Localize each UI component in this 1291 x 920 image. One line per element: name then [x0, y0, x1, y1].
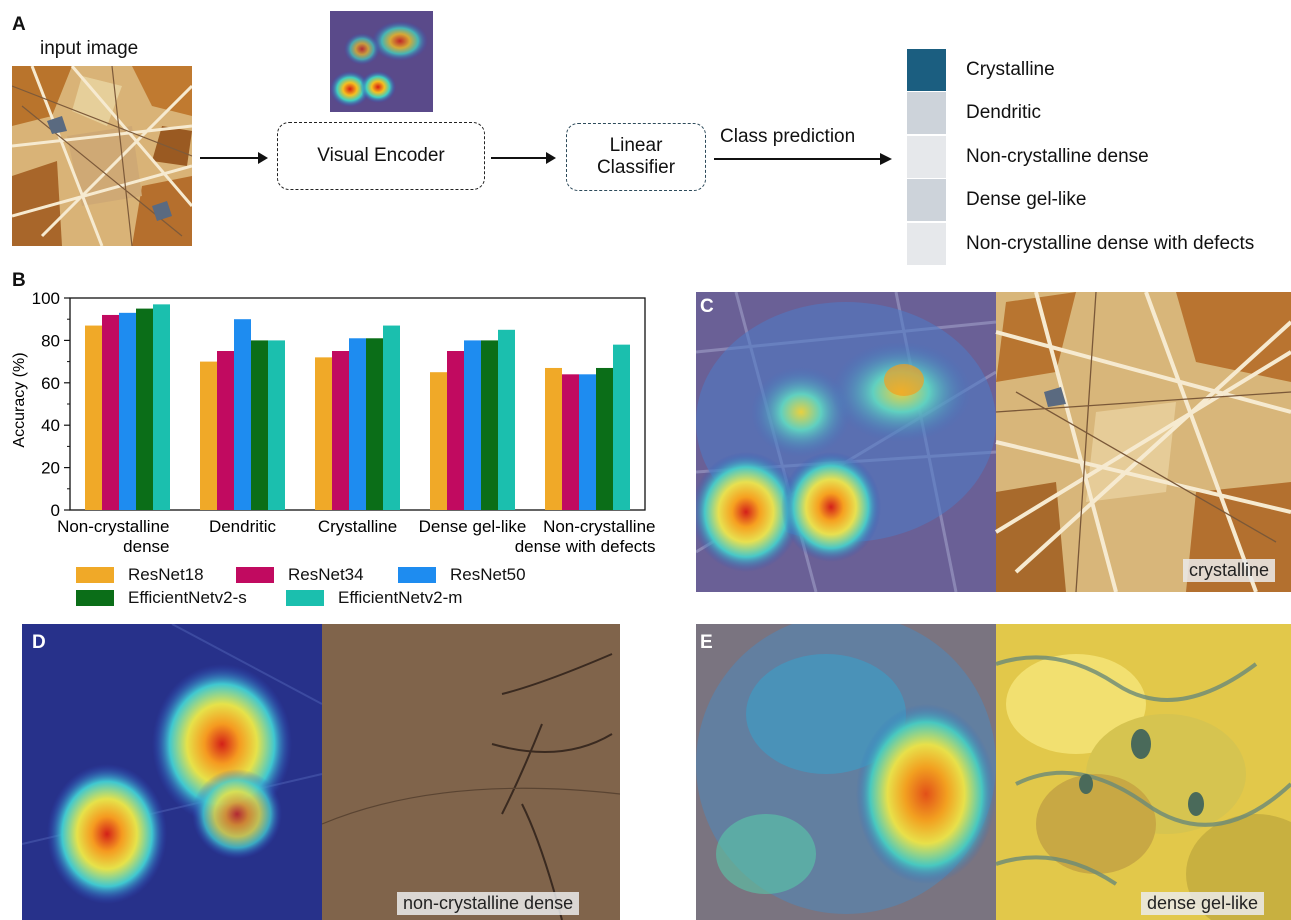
y-tick-label: 20	[41, 459, 60, 478]
bar	[234, 319, 251, 510]
y-axis-label: Accuracy (%)	[11, 352, 28, 447]
bar	[430, 372, 447, 510]
legend-label: ResNet34	[288, 565, 364, 584]
legend-swatch	[236, 567, 274, 583]
legend-swatch	[398, 567, 436, 583]
bar	[268, 340, 285, 510]
y-tick-label: 80	[41, 331, 60, 350]
bar	[545, 367, 562, 510]
class-color-swatch	[907, 135, 946, 178]
class-color-swatch	[907, 92, 946, 135]
class-color-swatch	[907, 222, 946, 265]
class-label: Non-crystalline dense with defects	[966, 232, 1255, 254]
class-list: Crystalline Dendritic Non-crystalline dens…	[907, 48, 1254, 266]
panel-c-images	[696, 292, 1291, 592]
bar	[447, 351, 464, 510]
visual-encoder-box: Visual Encoder	[277, 122, 485, 190]
x-tick-label-line: Non-crystalline	[543, 517, 655, 536]
x-tick-label: Non-crystalline dense with defects	[515, 517, 656, 556]
bar	[366, 338, 383, 510]
bar	[136, 308, 153, 510]
legend-item: EfficientNetv2-m	[286, 588, 462, 608]
x-tick-label: Dendritic	[209, 517, 277, 536]
bar	[579, 374, 596, 510]
input-image-label: input image	[40, 38, 139, 59]
bar	[498, 329, 515, 510]
bar	[613, 344, 630, 510]
bar	[562, 374, 579, 510]
encoder-heatmap-thumbnail	[330, 11, 433, 112]
legend-swatch	[286, 590, 324, 606]
legend-item: ResNet34	[236, 565, 364, 585]
legend-item: EfficientNetv2-s	[76, 588, 247, 608]
input-image	[12, 66, 192, 246]
legend-item: ResNet50	[398, 565, 526, 585]
class-row: Dense gel-like	[907, 179, 1254, 223]
x-tick-label-line: Dendritic	[209, 517, 277, 536]
bar	[153, 304, 170, 510]
y-tick-label: 0	[51, 501, 60, 520]
x-tick-label: Non-crystalline dense	[57, 517, 169, 556]
legend-label: ResNet18	[128, 565, 204, 584]
bar	[102, 314, 119, 510]
x-tick-label-line: dense	[123, 537, 169, 556]
arrow-encoder-to-classifier	[491, 152, 556, 164]
class-row: Dendritic	[907, 92, 1254, 136]
y-tick-label: 40	[41, 416, 60, 435]
legend-label: EfficientNetv2-s	[128, 588, 247, 607]
arrow-input-to-encoder	[200, 152, 268, 164]
class-label: Crystalline	[966, 58, 1055, 80]
panel-e-label: E	[700, 632, 713, 653]
bar	[464, 340, 481, 510]
bar	[217, 351, 234, 510]
linear-classifier-label: Linear Classifier	[596, 135, 676, 178]
class-color-swatch	[907, 179, 946, 222]
crystalline-tag: crystalline	[1183, 559, 1276, 582]
x-tick-label-line: Non-crystalline	[57, 517, 169, 536]
class-row: Crystalline	[907, 48, 1254, 92]
bar	[383, 325, 400, 510]
bar	[332, 351, 349, 510]
x-tick-label-line: Dense gel-like	[419, 517, 527, 536]
dense-gel-like-tag: dense gel-like	[1141, 892, 1265, 915]
class-row: Non-crystalline dense	[907, 135, 1254, 179]
x-tick-label-line: dense with defects	[515, 537, 656, 556]
panel-c-label: C	[700, 296, 714, 317]
bar	[119, 312, 136, 510]
panel-d-label: D	[32, 632, 46, 653]
bar	[200, 361, 217, 510]
legend-label: EfficientNetv2-m	[338, 588, 463, 607]
class-row: Non-crystalline dense with defects	[907, 222, 1254, 266]
bar	[481, 340, 498, 510]
x-tick-label: Crystalline	[318, 517, 397, 536]
x-tick-label-line: Crystalline	[318, 517, 397, 536]
class-prediction-label: Class prediction	[720, 126, 856, 147]
panel-a-label: A	[12, 14, 26, 35]
panel-d-images	[22, 624, 620, 920]
class-label: Non-crystalline dense	[966, 145, 1149, 167]
y-tick-label: 100	[32, 289, 60, 308]
visual-encoder-label: Visual Encoder	[317, 145, 445, 166]
class-color-swatch	[907, 48, 946, 91]
panel-e-images	[696, 624, 1291, 920]
legend-item: ResNet18	[76, 565, 204, 585]
x-tick-label: Dense gel-like	[419, 517, 527, 536]
legend-swatch	[76, 590, 114, 606]
bar	[349, 338, 366, 510]
non-crystalline-dense-tag: non-crystalline dense	[397, 892, 580, 915]
bar	[596, 367, 613, 510]
class-label: Dendritic	[966, 102, 1041, 124]
arrow-to-classes	[714, 153, 892, 165]
class-label: Dense gel-like	[966, 189, 1087, 211]
chart-legend: ResNet18 ResNet34 ResNet50 EfficientNetv2-s…	[76, 565, 696, 615]
bar	[251, 340, 268, 510]
legend-label: ResNet50	[450, 565, 526, 584]
legend-swatch	[76, 567, 114, 583]
panel-b-label: B	[12, 270, 26, 291]
bar	[315, 357, 332, 510]
linear-classifier-box: Linear Classifier	[566, 123, 706, 191]
bar	[85, 325, 102, 510]
y-tick-label: 60	[41, 374, 60, 393]
